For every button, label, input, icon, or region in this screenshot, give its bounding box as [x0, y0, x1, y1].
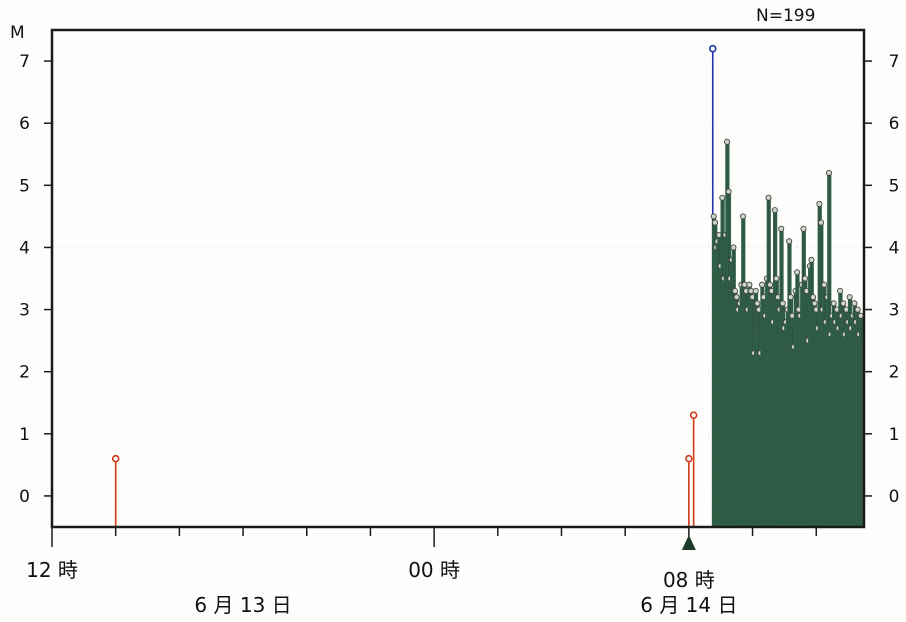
- before_event-point: [111, 454, 120, 463]
- x-time-label: 08 時: [663, 568, 715, 592]
- y-tick-label-right: 4: [889, 238, 900, 258]
- aftershock-point: [730, 244, 737, 251]
- y-tick-label-left: 6: [19, 114, 30, 134]
- aftershock-point: [811, 300, 818, 307]
- aftershock-point: [711, 219, 719, 226]
- y-tick-label-left: 0: [19, 487, 30, 507]
- aftershock-point: [773, 275, 780, 282]
- aftershock-point: [765, 194, 772, 201]
- aftershock-point: [767, 281, 774, 288]
- aftershock-point: [825, 169, 833, 176]
- aftershock-point: [840, 300, 847, 307]
- aftershock-point: [802, 275, 809, 282]
- aftershock-point: [851, 300, 858, 307]
- aftershock-point: [778, 225, 785, 232]
- y-tick-label-right: 7: [889, 52, 900, 72]
- y-tick-label-left: 4: [19, 238, 30, 258]
- aftershock-point: [817, 219, 825, 226]
- aftershock-point: [746, 281, 753, 288]
- y-tick-label-left: 1: [19, 425, 30, 445]
- plot-frame: [50, 28, 866, 529]
- x-date-label: 6 月 13 日: [194, 593, 291, 617]
- x-date-label: 6 月 14 日: [640, 593, 737, 617]
- axes-layer: 0 0 1 1 2 2 3 3 4 4 5 5 6 6 7 7 12 時 00 時 08 時 6 月 13 日 6 月 …: [19, 52, 899, 617]
- x-time-label: 12 時: [26, 558, 78, 582]
- before_event-point: [685, 454, 693, 463]
- aftershock-point: [854, 306, 861, 313]
- y-axis-label: M: [10, 23, 25, 43]
- stems-layer: [111, 44, 864, 528]
- aftershock-point: [739, 213, 747, 220]
- aftershock-point: [752, 287, 759, 294]
- aftershock-point: [816, 200, 823, 207]
- y-tick-label-right: 2: [889, 363, 900, 383]
- aftershock-point: [731, 287, 739, 294]
- before_event-point: [689, 411, 698, 419]
- y-tick-label-right: 6: [889, 114, 900, 134]
- y-tick-label-left: 3: [19, 301, 30, 321]
- mainshock-marker: [681, 535, 696, 550]
- y-tick-label-left: 7: [19, 52, 30, 72]
- frame-layer: [50, 28, 866, 529]
- aftershock-point: [771, 207, 778, 214]
- aftershock-point: [779, 300, 786, 307]
- y-tick-label-right: 1: [889, 425, 900, 445]
- aftershock-point: [754, 300, 761, 307]
- aftershock-point: [719, 194, 726, 201]
- x-time-label: 00 時: [408, 558, 460, 582]
- aftershock-point: [759, 281, 766, 288]
- aftershock-point: [724, 138, 731, 145]
- event-count-label: N=199: [756, 6, 815, 26]
- aftershock-point: [810, 294, 817, 301]
- aftershock-point: [808, 256, 815, 263]
- aftershock-point: [787, 294, 794, 301]
- mainshock-point: [708, 44, 717, 53]
- aftershock-point: [837, 287, 844, 294]
- aftershock-point: [830, 300, 837, 307]
- aftershock-point: [786, 238, 793, 245]
- aftershock-point: [710, 213, 717, 220]
- y-tick-label-right: 5: [889, 176, 900, 196]
- y-tick-label-right: 3: [889, 301, 900, 321]
- y-tick-label-right: 0: [889, 487, 900, 507]
- aftershock-point: [800, 225, 807, 232]
- aftershock-point: [733, 294, 740, 301]
- aftershock-point: [794, 269, 801, 276]
- aftershock-point: [846, 294, 853, 301]
- y-tick-label-left: 2: [19, 363, 30, 383]
- y-tick-label-left: 5: [19, 176, 30, 196]
- aftershock-point: [857, 312, 864, 319]
- aftershock-point: [725, 188, 732, 195]
- aftershock-point: [821, 281, 828, 288]
